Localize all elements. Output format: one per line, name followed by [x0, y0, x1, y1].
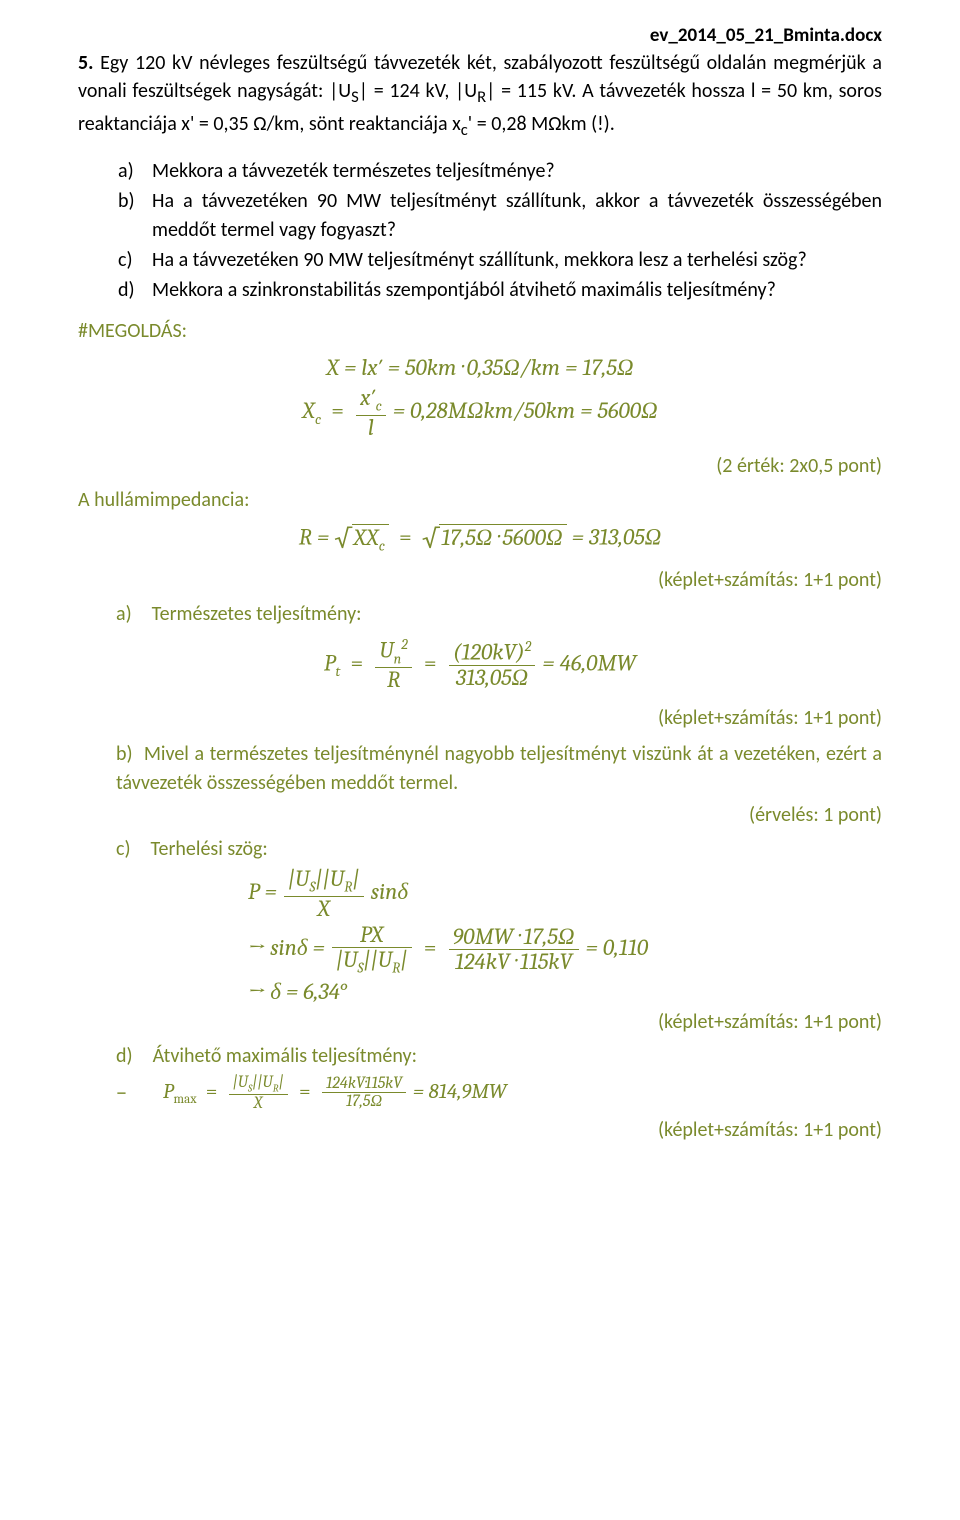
- score-r: (képlet+számítás: 1+1 pont): [78, 568, 882, 592]
- formula-block-c: P = |US||UR| X sinδ → sinδ = PX |US||UR|…: [248, 867, 882, 1004]
- question-d: Mekkora a szinkronstabilitás szempontjáb…: [118, 276, 882, 304]
- answer-b-marker: b): [116, 742, 133, 766]
- formula-pmax: Pmax = |US||UR| X = 124kV·115kV 17,5Ω = …: [163, 1074, 507, 1112]
- answer-a-label: a) Természetes teljesítmény:: [116, 602, 882, 626]
- question-a: Mekkora a távvezeték természetes teljesí…: [118, 157, 882, 185]
- question-c: Ha a távvezetéken 90 MW teljesítményt sz…: [118, 246, 882, 274]
- formula-r: R = XXc = 17,5Ω · 5600Ω = 313,05Ω: [78, 524, 882, 554]
- formula-delta: → δ = 6,34°: [248, 979, 882, 1004]
- formula-p: P = |US||UR| X sinδ: [248, 867, 882, 921]
- sub-s: S: [351, 87, 359, 107]
- formula-pmax-row: − Pmax = |US||UR| X = 124kV·115kV 17,5Ω …: [116, 1074, 882, 1112]
- sub-c: c: [461, 120, 468, 140]
- problem-text-4: ' = 0,28 MΩkm (!).: [468, 112, 615, 136]
- formula-pt: Pt = Un2 R = (120kV)2 313,05Ω = 46,0MW: [78, 638, 882, 692]
- dash-icon: −: [116, 1079, 127, 1106]
- question-list: Mekkora a távvezeték természetes teljesí…: [78, 157, 882, 305]
- score-two-values: (2 érték: 2x0,5 pont): [78, 454, 882, 478]
- wave-impedance-label: A hullámimpedancia:: [78, 488, 882, 512]
- score-pt: (képlet+számítás: 1+1 pont): [78, 706, 882, 730]
- problem-text-2: | = 124 kV, |U: [359, 79, 477, 103]
- question-b: Ha a távvezetéken 90 MW teljesítményt sz…: [118, 187, 882, 244]
- header-filename: ev_2014_05_21_Bminta.docx: [78, 24, 882, 47]
- formula-xc: Xc = x′cl = 0,28MΩkm/50km = 5600Ω: [302, 386, 657, 440]
- score-d: (képlet+számítás: 1+1 pont): [78, 1118, 882, 1142]
- answer-d-label: d) Átvihető maximális teljesítmény:: [116, 1044, 882, 1068]
- sub-r: R: [477, 87, 486, 107]
- problem-number: 5.: [78, 51, 93, 75]
- answer-b: b) Mivel a természetes teljesítménynél n…: [116, 740, 882, 797]
- formula-x: X = lx′ = 50km · 0,35Ω/km = 17,5Ω: [326, 355, 633, 380]
- page: ev_2014_05_21_Bminta.docx 5. Egy 120 kV …: [0, 0, 960, 1520]
- formula-sin: → sinδ = PX |US||UR| = 90MW · 17,5Ω 124k…: [248, 923, 882, 977]
- problem-statement: 5. Egy 120 kV névleges feszültségű távve…: [78, 49, 882, 143]
- score-c: (képlet+számítás: 1+1 pont): [78, 1010, 882, 1034]
- solution-label: #MEGOLDÁS:: [78, 319, 882, 343]
- formula-x-xc: X = lx′ = 50km · 0,35Ω/km = 17,5Ω Xc = x…: [78, 355, 882, 440]
- answer-b-text: Mivel a természetes teljesítménynél nagy…: [116, 742, 882, 794]
- answer-c-label: c) Terhelési szög:: [116, 837, 882, 861]
- score-b: (érvelés: 1 pont): [78, 803, 882, 827]
